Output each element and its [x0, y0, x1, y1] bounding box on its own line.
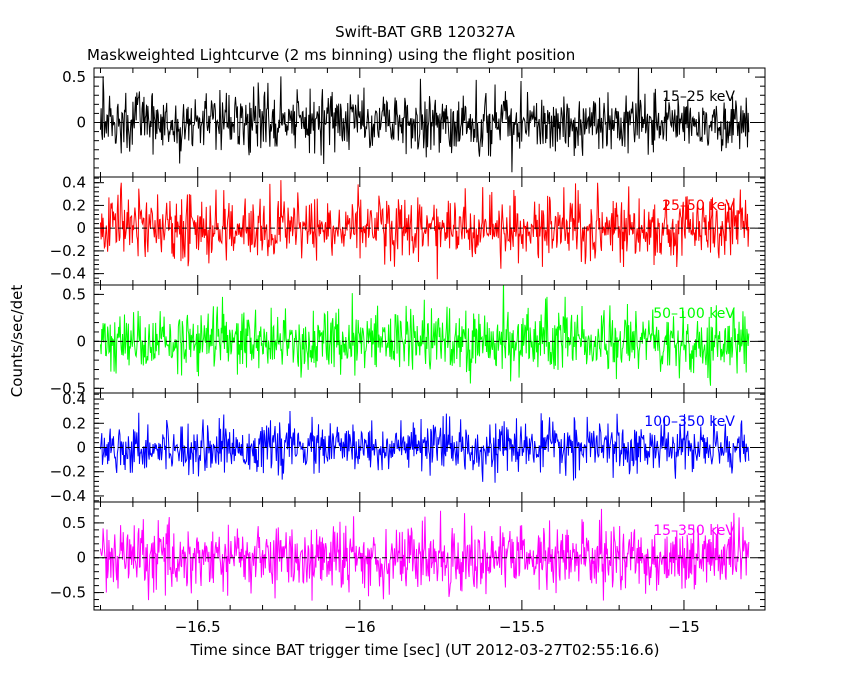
series-line-5: [99, 508, 750, 601]
y-tick-label: 0.4: [62, 174, 86, 192]
band-label-4: 100–350 keV: [644, 414, 735, 430]
panel-3: 0.5 0 −0.5 50–100 keV: [50, 284, 766, 397]
band-label-3: 50–100 keV: [653, 306, 735, 322]
y-tick-label: 0: [76, 332, 86, 350]
band-label-5: 15–350 keV: [653, 523, 735, 539]
y-tick-label: 0.5: [62, 68, 86, 86]
y-tick-label: −0.5: [50, 379, 86, 397]
y-tick-label: 0: [76, 219, 86, 237]
y-axis-label: Counts/sec/det: [8, 285, 26, 398]
y-tick-label: 0.4: [62, 390, 86, 408]
y-tick-label: 0: [76, 439, 86, 457]
y-tick-label: −0.4: [50, 265, 86, 283]
panel-frame-5: [93, 501, 766, 611]
series-line-3: [99, 285, 750, 386]
x-tick-label: −15.5: [499, 618, 545, 636]
band-label-2: 25–50 keV: [662, 198, 735, 214]
y-tick-label: −0.2: [50, 463, 86, 481]
y-tick-label: −0.4: [50, 487, 86, 505]
x-tick-label: −16: [344, 618, 376, 636]
panel-5: 0.5 0 −0.5 15–350 keV: [50, 501, 766, 611]
x-tick-label: −16.5: [175, 618, 221, 636]
chart-title: Swift-BAT GRB 120327A: [335, 23, 515, 41]
x-tick-label: −15: [668, 618, 700, 636]
band-label-1: 15–25 keV: [662, 89, 735, 105]
series-line-4: [99, 410, 750, 483]
y-tick-label: 0.2: [62, 196, 86, 214]
y-tick-label: 0: [76, 114, 86, 132]
x-axis-label: Time since BAT trigger time [sec] (UT 20…: [190, 641, 660, 659]
panel-1: 0.5 0 15–25 keV: [62, 67, 766, 178]
y-tick-label: −0.5: [50, 584, 86, 602]
panel-frame-3: [93, 284, 766, 394]
chart-subtitle: Maskweighted Lightcurve (2 ms binning) u…: [87, 46, 575, 64]
series-line-2: [99, 180, 750, 280]
panel-2: 0.4 0.2 0 −0.2 −0.4 25–50 keV: [50, 174, 766, 286]
panel-4: 0.4 0.2 0 −0.2 −0.4 100–350 keV: [50, 390, 766, 505]
y-tick-label: 0: [76, 549, 86, 567]
y-tick-label: 0.2: [62, 414, 86, 432]
panels-group: 0.5 0 15–25 keV 0.4 0.2 0 −0.2 −0.4 25–50 keV 0.5…: [50, 67, 766, 636]
y-tick-label: −0.2: [50, 242, 86, 260]
series-line-1: [99, 68, 750, 173]
y-tick-label: 0.5: [62, 285, 86, 303]
y-tick-label: 0.5: [62, 514, 86, 532]
